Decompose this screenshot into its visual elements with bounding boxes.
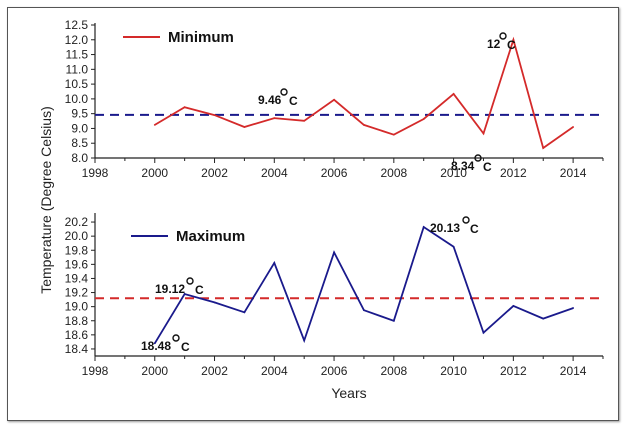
data-point xyxy=(303,339,306,342)
data-point xyxy=(183,293,186,295)
annotation-value: 19.12 xyxy=(155,282,185,296)
annotation-value: 12 xyxy=(487,37,501,51)
x-tick-label: 2000 xyxy=(141,166,168,180)
annotation-value: 20.13 xyxy=(430,221,460,235)
y-tick-label: 9.0 xyxy=(71,121,88,135)
data-point xyxy=(273,117,276,119)
data-point xyxy=(542,317,545,320)
y-axis-label: Temperature (Degree Celsius) xyxy=(38,106,54,294)
x-tick-label: 2004 xyxy=(261,166,288,180)
data-point xyxy=(482,132,485,135)
figure-frame xyxy=(7,7,619,421)
y-tick-label: 8.0 xyxy=(71,151,88,165)
annotation-value: 9.46 xyxy=(258,93,282,107)
data-point xyxy=(512,305,515,307)
series-line xyxy=(154,36,574,150)
annotation-unit: C xyxy=(181,340,190,354)
data-point xyxy=(392,319,395,322)
annotation-unit: C xyxy=(507,38,516,52)
degree-symbol xyxy=(462,216,470,224)
x-tick-label: 2006 xyxy=(321,364,348,378)
data-point xyxy=(243,311,246,314)
annotation-unit: C xyxy=(470,222,479,236)
y-tick-label: 19.2 xyxy=(65,286,89,300)
data-point xyxy=(213,114,216,117)
data-point xyxy=(303,119,306,122)
x-tick-label: 2010 xyxy=(440,166,467,180)
y-tick-label: 10.0 xyxy=(65,92,89,106)
annotation-unit: C xyxy=(483,160,492,174)
data-point xyxy=(333,98,335,101)
y-tick-label: 20.2 xyxy=(65,215,89,229)
data-point xyxy=(452,92,455,95)
data-point xyxy=(273,262,276,264)
data-point xyxy=(153,342,156,345)
legend-label: Maximum xyxy=(176,228,245,245)
annotation-unit: C xyxy=(195,283,204,297)
data-point xyxy=(422,226,425,228)
degree-symbol xyxy=(172,334,180,342)
x-tick-label: 2008 xyxy=(380,166,407,180)
y-tick-label: 12.0 xyxy=(65,33,89,47)
data-point xyxy=(213,301,216,304)
y-tick-label: 20.0 xyxy=(65,229,89,243)
x-tick-label: 2006 xyxy=(321,166,348,180)
data-point xyxy=(572,307,575,309)
x-tick-label: 2012 xyxy=(500,166,527,180)
x-axis-label: Years xyxy=(331,385,366,401)
annotation-unit: C xyxy=(289,94,298,108)
y-tick-label: 18.4 xyxy=(65,342,89,356)
x-tick-label: 2012 xyxy=(500,364,527,378)
y-tick-label: 8.5 xyxy=(71,136,88,150)
y-tick-label: 9.5 xyxy=(71,107,88,121)
data-point xyxy=(572,126,575,128)
data-point xyxy=(363,309,365,312)
x-tick-label: 2010 xyxy=(440,364,467,378)
maximum-panel: 18.418.618.819.019.219.419.619.820.020.2… xyxy=(65,213,604,378)
x-tick-label: 2004 xyxy=(261,364,288,378)
x-tick-label: 2000 xyxy=(141,364,168,378)
data-point xyxy=(512,38,515,41)
data-point xyxy=(482,331,485,334)
x-tick-label: 2002 xyxy=(201,364,228,378)
minimum-panel: 8.08.59.09.510.010.511.011.512.012.5 1998… xyxy=(65,18,604,180)
data-point xyxy=(392,133,395,136)
data-point xyxy=(243,126,246,128)
x-tick-label: 2014 xyxy=(560,166,587,180)
x-tick-label: 2014 xyxy=(560,364,587,378)
x-tick-label: 1998 xyxy=(82,166,109,180)
data-point xyxy=(422,118,425,120)
data-point xyxy=(153,123,156,126)
degree-symbol xyxy=(186,277,194,285)
y-tick-label: 19.0 xyxy=(65,300,89,314)
y-tick-label: 11.5 xyxy=(66,48,89,62)
degree-symbol xyxy=(499,32,507,40)
annotation-value: 8.34 xyxy=(451,159,475,173)
x-tick-label: 1998 xyxy=(82,364,109,378)
y-tick-label: 10.5 xyxy=(65,77,89,91)
data-point xyxy=(363,123,365,126)
legend-label: Minimum xyxy=(168,29,234,46)
data-point xyxy=(452,245,455,248)
y-tick-label: 19.4 xyxy=(65,271,89,285)
y-tick-label: 18.8 xyxy=(65,314,89,328)
degree-symbol xyxy=(474,154,482,162)
degree-symbol xyxy=(280,88,288,96)
x-tick-label: 2008 xyxy=(380,364,407,378)
y-tick-label: 19.6 xyxy=(65,257,89,271)
data-point xyxy=(542,147,545,149)
y-tick-label: 11.0 xyxy=(66,62,89,76)
data-point xyxy=(333,251,335,254)
x-tick-label: 2002 xyxy=(201,166,228,180)
annotation-value: 18.48 xyxy=(141,339,171,353)
data-point xyxy=(183,106,186,109)
y-tick-label: 12.5 xyxy=(65,18,89,32)
y-tick-label: 19.8 xyxy=(65,243,89,257)
y-tick-label: 18.6 xyxy=(65,328,89,342)
